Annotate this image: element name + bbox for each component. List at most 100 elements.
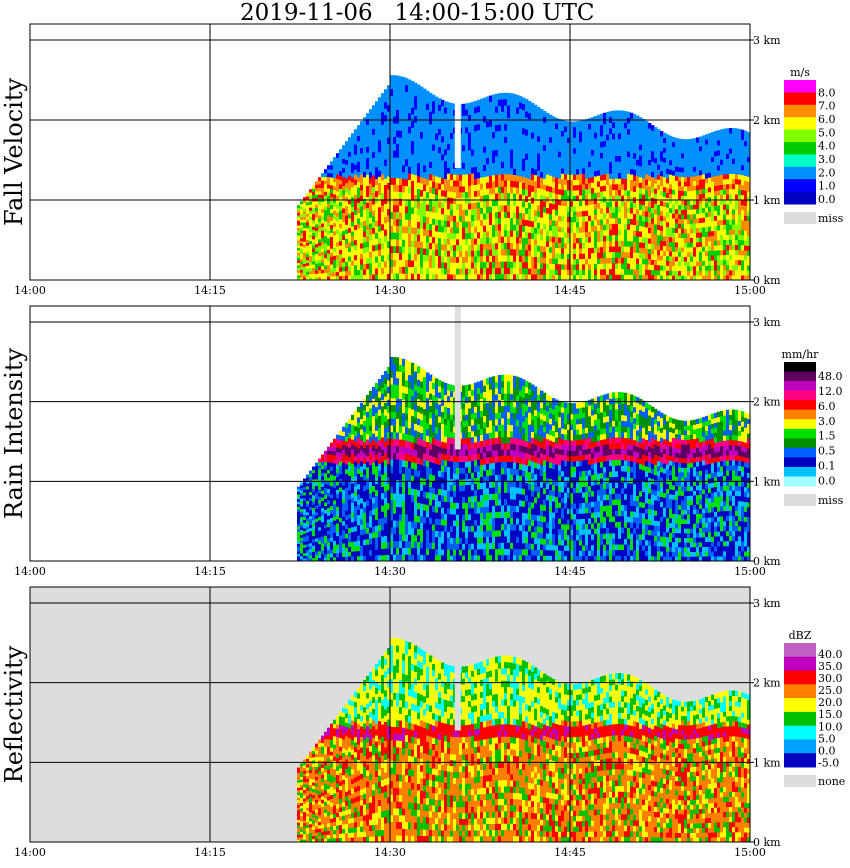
- echo-bin: [651, 176, 655, 183]
- echo-bin: [495, 137, 499, 144]
- echo-bin: [426, 267, 430, 275]
- echo-bin: [357, 202, 361, 209]
- echo-bin: [339, 236, 343, 242]
- echo-bin: [498, 105, 502, 113]
- echo-bin: [318, 249, 322, 253]
- echo-bin: [378, 170, 382, 177]
- echo-bin: [690, 228, 694, 234]
- echo-bin: [336, 548, 340, 553]
- echo-bin: [606, 268, 610, 275]
- echo-bin: [516, 131, 520, 139]
- echo-bin: [522, 194, 526, 202]
- echo-bin: [543, 251, 547, 258]
- echo-bin: [714, 145, 718, 152]
- echo-bin: [684, 190, 688, 196]
- echo-bin: [567, 248, 571, 254]
- echo-bin: [423, 114, 427, 121]
- echo-bin: [315, 502, 319, 506]
- echo-bin: [699, 170, 703, 176]
- echo-bin: [633, 114, 637, 120]
- echo-bin: [708, 236, 712, 242]
- echo-bin: [315, 541, 319, 545]
- echo-bin: [306, 517, 310, 522]
- echo-bin: [306, 230, 310, 235]
- echo-bin: [630, 124, 634, 130]
- echo-bin: [408, 246, 412, 254]
- echo-bin: [408, 199, 412, 207]
- echo-bin: [600, 185, 604, 192]
- echo-bin: [678, 214, 682, 220]
- echo-bin: [471, 107, 475, 115]
- echo-bin: [351, 206, 355, 212]
- echo-bin: [474, 202, 478, 209]
- echo-bin: [471, 226, 475, 233]
- echo-bin: [462, 233, 466, 240]
- echo-bin: [579, 147, 583, 153]
- echo-bin: [726, 133, 730, 139]
- echo-bin: [396, 211, 400, 220]
- echo-bin: [690, 204, 694, 210]
- echo-bin: [411, 160, 415, 168]
- echo-bin: [324, 202, 328, 207]
- echo-bin: [357, 228, 361, 234]
- echo-bin: [465, 250, 469, 257]
- echo-bin: [723, 143, 727, 150]
- echo-bin: [411, 127, 415, 135]
- echo-bin: [633, 257, 637, 264]
- echo-bin: [666, 153, 670, 160]
- echo-bin: [309, 555, 313, 559]
- echo-bin: [576, 232, 580, 239]
- echo-bin: [405, 111, 409, 119]
- legend-label: 3.0: [818, 153, 836, 166]
- echo-bin: [297, 486, 301, 490]
- echo-bin: [483, 273, 487, 281]
- echo-bin: [567, 227, 571, 233]
- echo-bin: [486, 157, 490, 165]
- echo-bin: [447, 161, 451, 168]
- echo-bin: [540, 188, 544, 195]
- echo-bin: [516, 162, 520, 170]
- echo-bin: [744, 235, 748, 241]
- echo-bin: [414, 155, 418, 163]
- echo-bin: [411, 154, 415, 161]
- echo-bin: [297, 272, 301, 276]
- echo-bin: [429, 205, 433, 212]
- echo-bin: [540, 194, 544, 201]
- echo-bin: [582, 216, 586, 222]
- echo-bin: [684, 186, 688, 192]
- echo-bin: [372, 175, 376, 182]
- echo-bin: [660, 165, 664, 172]
- echo-bin: [306, 520, 310, 524]
- echo-bin: [297, 496, 301, 500]
- echo-bin: [546, 257, 550, 264]
- echo-bin: [411, 207, 415, 214]
- echo-bin: [399, 171, 403, 179]
- echo-bin: [675, 204, 679, 210]
- echo-bin: [702, 145, 706, 151]
- echo-bin: [579, 205, 583, 212]
- echo-bin: [678, 209, 682, 215]
- echo-bin: [477, 256, 481, 263]
- echo-bin: [387, 91, 391, 99]
- echo-bin: [309, 506, 313, 511]
- echo-bin: [729, 163, 733, 169]
- echo-bin: [663, 265, 667, 271]
- echo-bin: [420, 105, 424, 113]
- echo-bin: [462, 115, 466, 122]
- echo-bin: [738, 194, 742, 200]
- echo-bin: [375, 262, 379, 269]
- echo-bin: [615, 251, 619, 258]
- echo-bin: [747, 245, 751, 251]
- echo-bin: [342, 235, 346, 240]
- echo-bin: [645, 205, 649, 212]
- echo-bin: [735, 239, 739, 245]
- echo-bin: [444, 131, 448, 138]
- echo-bin: [474, 220, 478, 227]
- echo-bin: [498, 242, 502, 250]
- echo-bin: [315, 260, 319, 264]
- echo-bin: [486, 145, 490, 152]
- echo-bin: [567, 137, 571, 143]
- echo-bin: [708, 191, 712, 198]
- echo-bin: [471, 179, 475, 186]
- echo-bin: [639, 231, 643, 237]
